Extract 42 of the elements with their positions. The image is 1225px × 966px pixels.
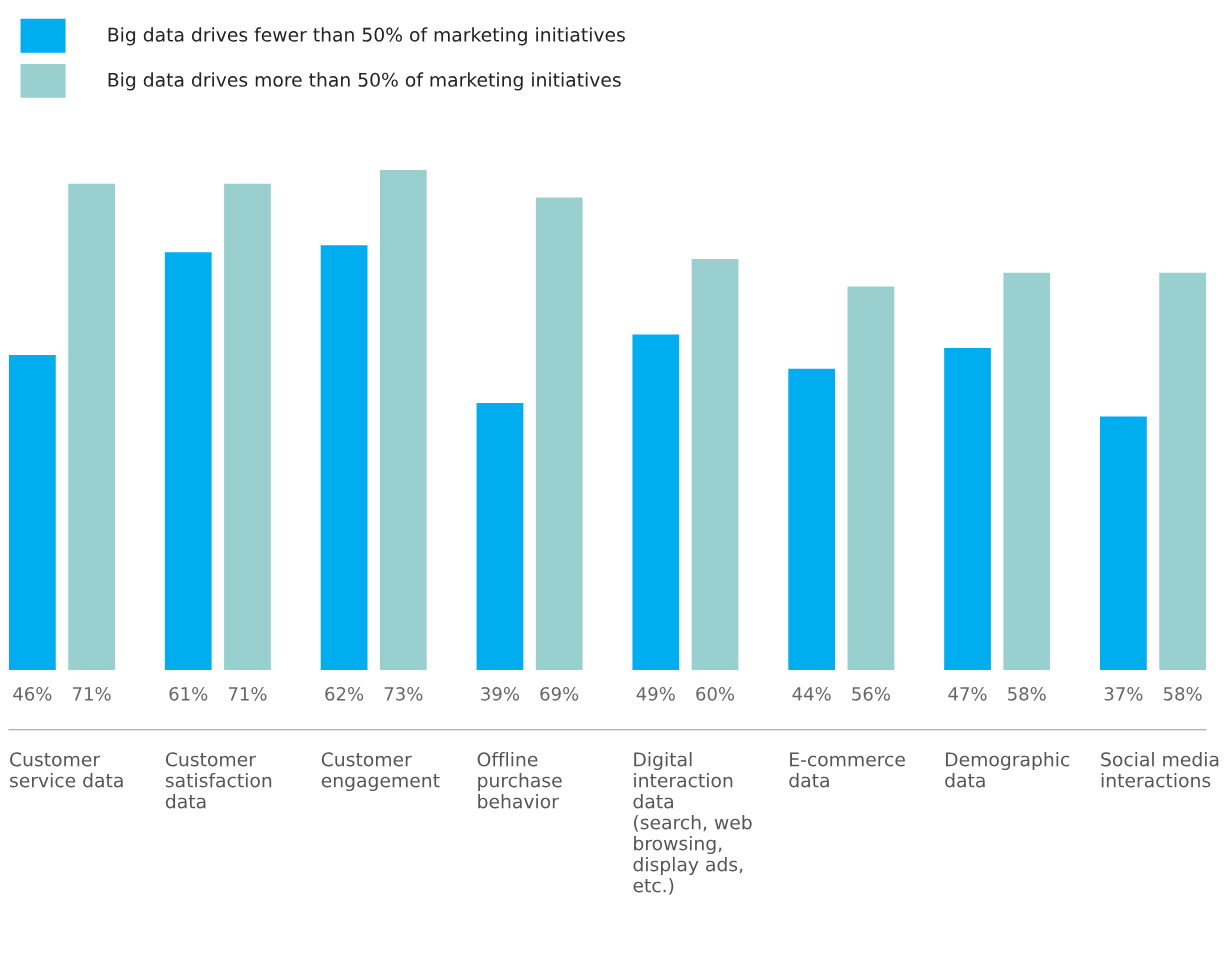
data-label: 46%	[13, 686, 52, 701]
bar	[1159, 272, 1206, 670]
bar	[68, 183, 115, 670]
bar	[535, 197, 583, 670]
data-label: 44%	[792, 686, 831, 701]
x-tick-label: Offline purchase behavior	[477, 751, 562, 809]
bar	[847, 286, 895, 670]
data-label: 39%	[481, 686, 520, 701]
x-tick-label: Customer service data	[10, 752, 123, 788]
data-label: 58%	[1008, 686, 1046, 701]
bar	[632, 334, 680, 670]
bar	[691, 259, 739, 670]
bar	[164, 252, 212, 670]
bar	[476, 402, 524, 670]
legend-label: Big data drives more than 50% of marketing initiatives	[108, 72, 621, 91]
x-tick-label: Demographic data	[945, 751, 1070, 788]
legend-label: Big data drives fewer than 50% of marketing initiatives	[108, 27, 625, 46]
bar	[224, 183, 271, 670]
bar	[1003, 272, 1051, 670]
data-label: 62%	[325, 686, 364, 701]
bar	[320, 245, 368, 670]
data-label: 69%	[540, 686, 579, 701]
bar	[944, 348, 991, 670]
x-tick-label: E-commerce data	[789, 752, 905, 788]
x-tick-label: Customer engagement	[321, 752, 440, 792]
x-tick-label: Social media interactions	[1101, 751, 1219, 788]
data-label: 56%	[852, 686, 890, 701]
data-label: 49%	[636, 686, 675, 701]
data-label: 60%	[696, 686, 735, 701]
data-label: 37%	[1104, 686, 1143, 701]
bar	[1100, 416, 1147, 670]
data-label: 58%	[1163, 686, 1202, 701]
x-tick-label: Customer satisfaction data	[165, 752, 272, 809]
data-label: 47%	[948, 686, 987, 701]
data-label: 61%	[169, 686, 208, 701]
data-label: 71%	[228, 686, 267, 701]
data-label: 71%	[73, 686, 111, 701]
bar	[379, 170, 427, 670]
x-tick-label: Digital interaction data (search, web browsing, display ads, etc.)	[633, 751, 752, 895]
bar	[9, 354, 56, 670]
data-label: 73%	[384, 686, 423, 701]
bar	[788, 368, 836, 670]
